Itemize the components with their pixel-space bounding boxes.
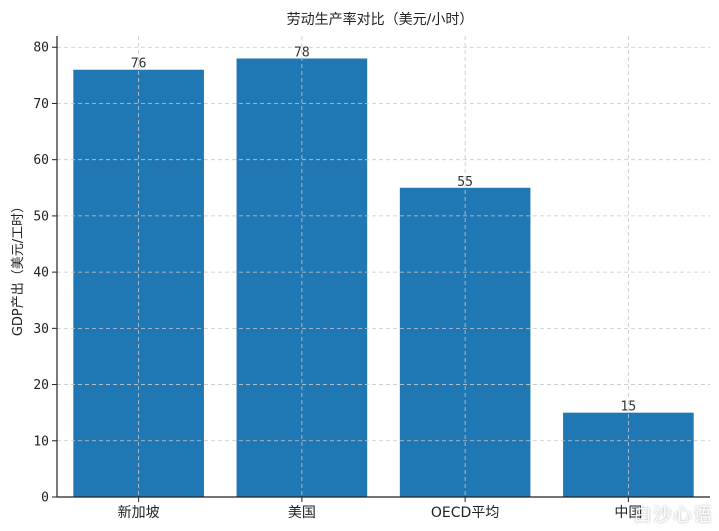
data-label: 55 [457,175,473,190]
y-tick-label: 30 [33,322,49,337]
axes [56,36,710,498]
y-ticks: 0 10 20 30 40 50 60 70 80 [33,41,57,506]
x-tick-label: 美国 [288,505,316,521]
y-tick-label: 50 [33,209,49,224]
data-labels: 76 78 55 15 [131,45,636,414]
x-tick-label: 中国 [614,505,642,521]
data-label: 78 [294,45,310,60]
bar [563,412,694,497]
y-axis-label: GDP产出（美元/工时） [11,200,26,336]
x-ticks: 新加坡 美国 OECD平均 中国 [118,497,642,521]
y-tick-label: 40 [33,266,49,281]
x-tick-label: OECD平均 [431,505,499,521]
y-tick-label: 70 [33,97,49,112]
y-tick-label: 10 [33,434,49,449]
x-tick-label: 新加坡 [118,505,160,521]
y-tick-label: 20 [33,378,49,393]
y-tick-label: 80 [33,41,49,56]
data-label: 76 [131,57,147,72]
chart-title: 劳动生产率对比（美元/小时） [287,11,474,28]
watermark: 白沙心语 [632,504,713,526]
bars [73,58,694,498]
y-tick-label: 0 [41,491,49,506]
data-label: 15 [621,400,637,415]
y-tick-label: 60 [33,153,49,168]
